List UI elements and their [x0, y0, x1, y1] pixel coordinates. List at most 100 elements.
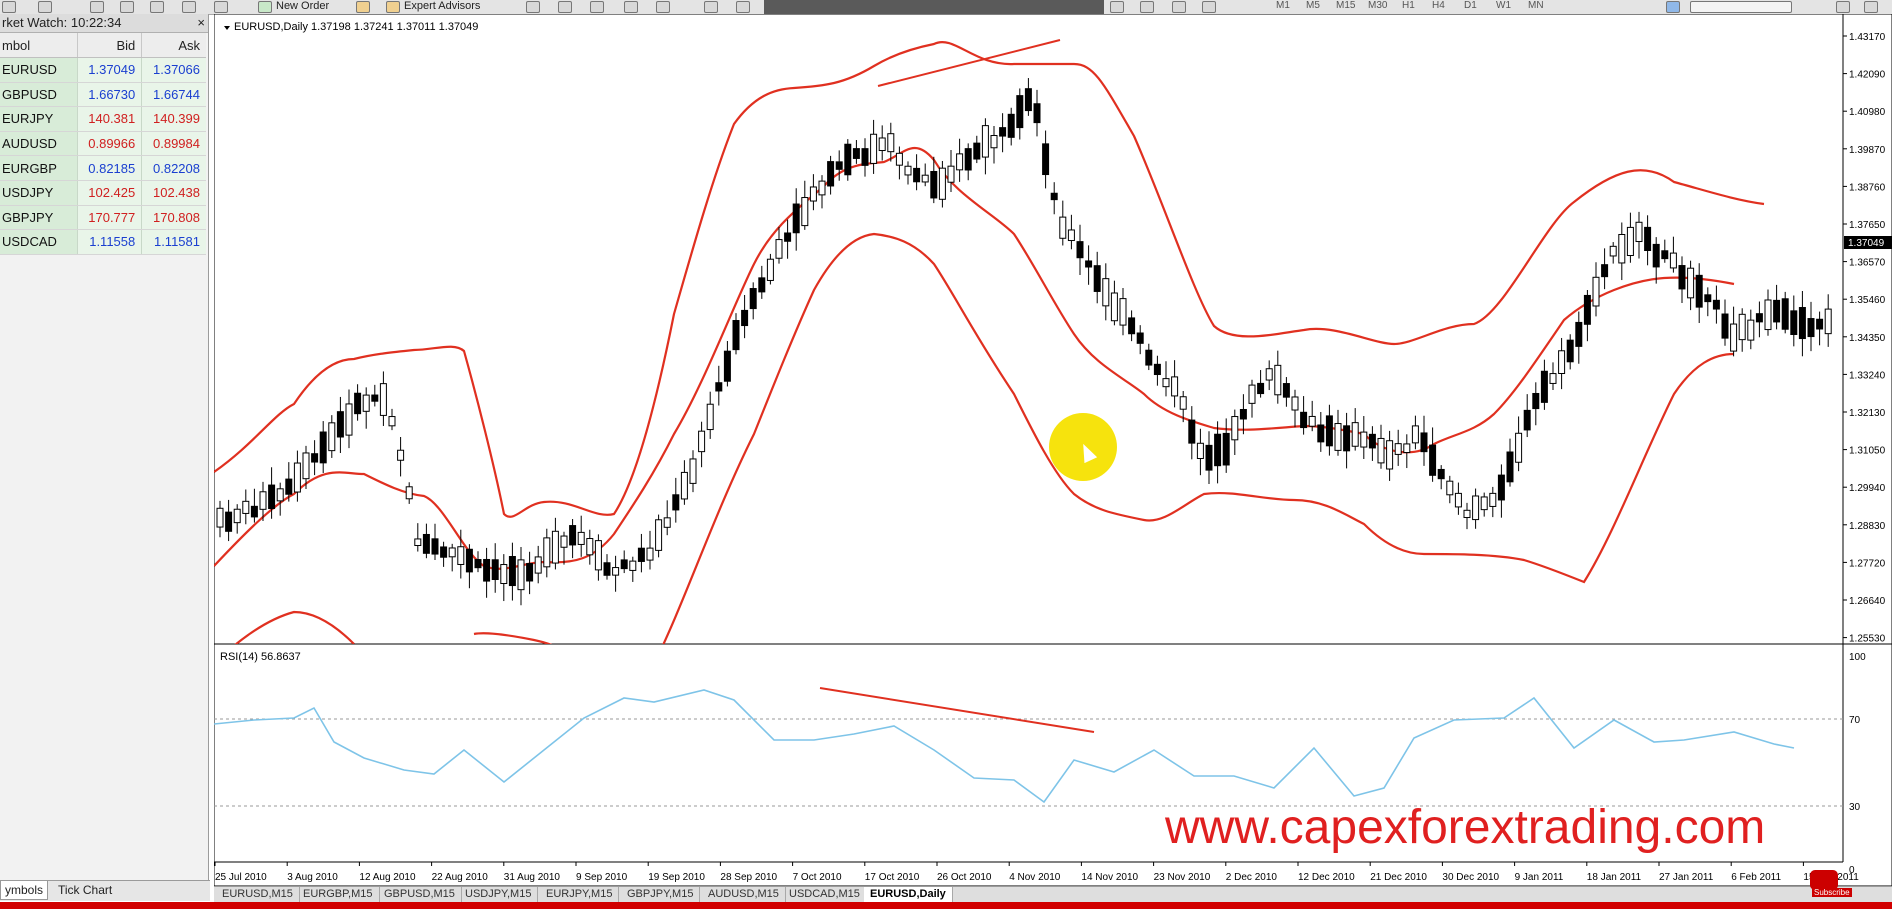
- chart-tab[interactable]: GBPUSD,M15: [378, 887, 462, 902]
- file-icon[interactable]: [2, 1, 16, 13]
- tab-tick-chart[interactable]: Tick Chart: [58, 883, 113, 897]
- chart-menu-icon[interactable]: [224, 26, 230, 30]
- trendline[interactable]: [877, 39, 1061, 87]
- youtube-icon[interactable]: [1810, 870, 1838, 890]
- zoom-in-icon[interactable]: [624, 1, 638, 13]
- market-watch-row[interactable]: EURGBP 0.82185 0.82208: [0, 155, 206, 181]
- chart-tab[interactable]: EURGBP,M15: [297, 887, 380, 902]
- market-watch-row[interactable]: AUDUSD 0.89966 0.89984: [0, 131, 206, 157]
- market-watch-row[interactable]: USDJPY 102.425 102.438: [0, 180, 206, 206]
- ask-cell[interactable]: 1.11581: [141, 229, 206, 255]
- subscribe-button[interactable]: Subscribe: [1812, 888, 1852, 897]
- candle-body: [1721, 313, 1729, 339]
- new-order-icon[interactable]: [258, 1, 272, 13]
- candle-body: [964, 148, 972, 171]
- date-label: 21 Dec 2010: [1370, 872, 1427, 883]
- symbol-cell[interactable]: USDCAD: [0, 229, 78, 255]
- search-input[interactable]: [1690, 1, 1792, 13]
- ask-cell[interactable]: 170.808: [141, 205, 206, 231]
- symbol-cell[interactable]: USDJPY: [0, 180, 78, 206]
- timeframe-h1[interactable]: H1: [1402, 0, 1415, 11]
- crosshair-icon[interactable]: [90, 1, 104, 13]
- ask-cell[interactable]: 0.82208: [141, 155, 206, 181]
- timeframe-h4[interactable]: H4: [1432, 0, 1445, 11]
- symbol-cell[interactable]: GBPJPY: [0, 205, 78, 231]
- profiles-icon[interactable]: [38, 1, 52, 13]
- ask-cell[interactable]: 102.438: [141, 180, 206, 206]
- timeframe-w1[interactable]: W1: [1496, 0, 1511, 11]
- candle-body: [483, 558, 491, 582]
- symbol-cell[interactable]: GBPUSD: [0, 82, 78, 108]
- chart-tab[interactable]: EURUSD,Daily: [864, 887, 953, 902]
- candle-chart-icon[interactable]: [558, 1, 572, 13]
- market-watch-row[interactable]: EURUSD 1.37049 1.37066: [0, 57, 206, 83]
- symbol-cell[interactable]: EURGBP: [0, 155, 78, 181]
- price-chart[interactable]: EURUSD,Daily 1.37198 1.37241 1.37011 1.3…: [214, 14, 1892, 644]
- tester-icon[interactable]: [214, 1, 228, 13]
- bid-cell[interactable]: 170.777: [76, 205, 142, 231]
- chart-tab[interactable]: GBPJPY,M15: [621, 887, 701, 902]
- candle-body: [904, 165, 912, 176]
- column-header-bid[interactable]: Bid: [76, 33, 142, 58]
- bar-chart-icon[interactable]: [526, 1, 540, 13]
- chart-tab[interactable]: USDJPY,M15: [459, 887, 539, 902]
- bid-cell[interactable]: 0.89966: [76, 131, 142, 157]
- candle-body: [517, 559, 525, 591]
- timeframe-mn[interactable]: MN: [1528, 0, 1544, 11]
- market-watch-row[interactable]: USDCAD 1.11558 1.11581: [0, 229, 206, 255]
- timeframe-m15[interactable]: M15: [1336, 0, 1356, 11]
- bid-cell[interactable]: 1.66730: [76, 82, 142, 108]
- label-icon[interactable]: [1172, 1, 1186, 13]
- ask-cell[interactable]: 1.37066: [141, 57, 206, 83]
- bid-cell[interactable]: 1.11558: [76, 229, 142, 255]
- chart-tab[interactable]: EURJPY,M15: [540, 887, 620, 902]
- expert-advisors-button[interactable]: Expert Advisors: [404, 0, 481, 12]
- chart-window[interactable]: EURUSD,Daily 1.37198 1.37241 1.37011 1.3…: [214, 14, 1892, 886]
- star-icon[interactable]: [150, 1, 164, 13]
- navigator-icon[interactable]: [120, 1, 134, 13]
- line-chart-icon[interactable]: [590, 1, 604, 13]
- autoscroll-icon[interactable]: [736, 1, 750, 13]
- candle-body: [620, 559, 628, 570]
- rsi-indicator[interactable]: RSI(14) 56.8637 100 70 30 0 25 Jul 2010 3 Au…: [214, 644, 1892, 886]
- symbol-cell[interactable]: EURJPY: [0, 106, 78, 132]
- symbol-cell[interactable]: EURUSD: [0, 57, 78, 83]
- rsi-trendline[interactable]: [819, 687, 1095, 733]
- settings-icon[interactable]: [1666, 1, 1680, 13]
- metaeditor-icon[interactable]: [356, 1, 370, 13]
- chart-tab[interactable]: EURUSD,M15: [216, 887, 300, 902]
- ask-cell[interactable]: 0.89984: [141, 131, 206, 157]
- bid-cell[interactable]: 1.37049: [76, 57, 142, 83]
- timeframe-m5[interactable]: M5: [1306, 0, 1320, 11]
- market-watch-row[interactable]: GBPJPY 170.777 170.808: [0, 205, 206, 231]
- timeframe-d1[interactable]: D1: [1464, 0, 1477, 11]
- terminal-icon[interactable]: [182, 1, 196, 13]
- timeframe-m1[interactable]: M1: [1276, 0, 1290, 11]
- chart-tab[interactable]: USDCAD,M15: [783, 887, 867, 902]
- column-header-symbol[interactable]: mbol: [0, 33, 78, 58]
- market-watch-row[interactable]: GBPUSD 1.66730 1.66744: [0, 82, 206, 108]
- cursor-icon[interactable]: [1110, 1, 1124, 13]
- chart-tab[interactable]: AUDUSD,M15: [702, 887, 786, 902]
- bid-cell[interactable]: 0.82185: [76, 155, 142, 181]
- market-watch-row[interactable]: EURJPY 140.381 140.399: [0, 106, 206, 132]
- ask-cell[interactable]: 1.66744: [141, 82, 206, 108]
- zoom-out-icon[interactable]: [656, 1, 670, 13]
- bid-cell[interactable]: 102.425: [76, 180, 142, 206]
- column-header-ask[interactable]: Ask: [141, 33, 206, 58]
- text-icon[interactable]: [1140, 1, 1154, 13]
- new-order-button[interactable]: New Order: [276, 0, 330, 12]
- candle-body: [938, 167, 946, 200]
- help-icon[interactable]: [1836, 1, 1850, 13]
- bid-cell[interactable]: 140.381: [76, 106, 142, 132]
- symbol-cell[interactable]: AUDUSD: [0, 131, 78, 157]
- rsi-polyline: [214, 689, 1795, 804]
- close-icon[interactable]: ×: [197, 15, 205, 30]
- tile-icon[interactable]: [704, 1, 718, 13]
- search-icon[interactable]: [1864, 1, 1878, 13]
- expert-advisors-icon[interactable]: [386, 1, 400, 13]
- timeframe-m30[interactable]: M30: [1368, 0, 1388, 11]
- tab-symbols[interactable]: ymbols: [0, 881, 49, 900]
- objects-icon[interactable]: [1202, 1, 1216, 13]
- ask-cell[interactable]: 140.399: [141, 106, 206, 132]
